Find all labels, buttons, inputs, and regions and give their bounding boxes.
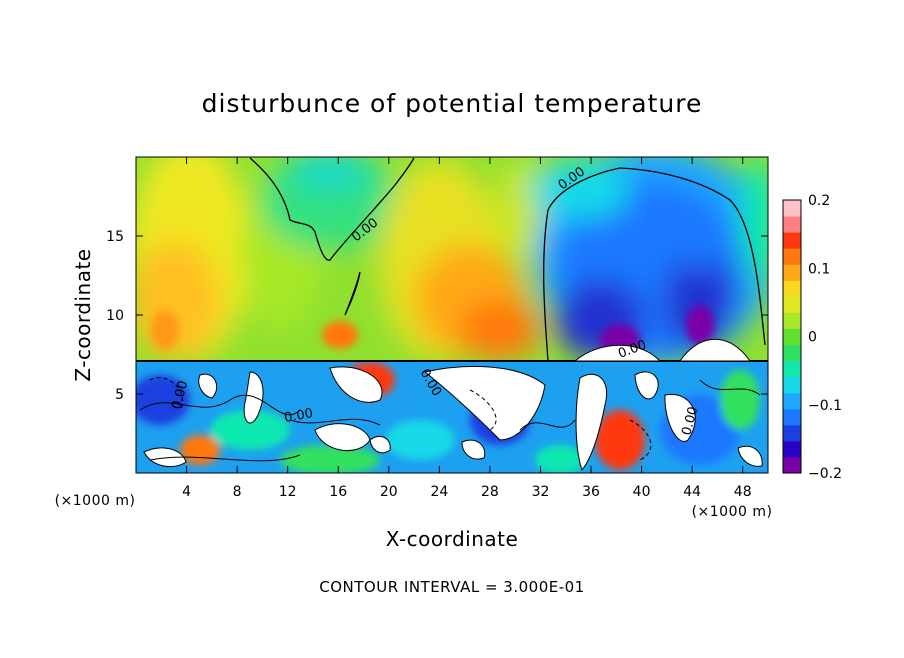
colorbar-segment: [783, 392, 801, 410]
colorbar-tick-label: −0.1: [808, 398, 842, 414]
colorbar-segment: [783, 360, 801, 378]
colorbar-tick-label: 0.2: [808, 193, 830, 209]
colorbar-segment: [783, 376, 801, 394]
x-tick-label: 36: [582, 484, 600, 500]
colorbar-tick-label: 0: [808, 330, 817, 346]
colorbar-segment: [783, 456, 801, 474]
y-tick-label: 10: [106, 308, 124, 324]
x-axis-label: X-coordinate: [386, 527, 519, 551]
colorbar-tick-label: −0.2: [808, 466, 842, 482]
colorbar-segment: [783, 328, 801, 346]
x-tick-label: 4: [182, 484, 191, 500]
x-tick-label: 24: [430, 484, 448, 500]
colorbar-segment: [783, 248, 801, 265]
colorbar-frame: [782, 199, 802, 474]
x-unit-right: (×1000 m): [692, 504, 773, 520]
x-tick-label: 28: [481, 484, 499, 500]
x-tick-label: 32: [532, 484, 550, 500]
colorbar-segment: [783, 216, 801, 233]
colorbar: 0.2 0.1 0 −0.1 −0.2: [783, 193, 842, 482]
y-axis-label: Z-coordinate: [71, 248, 95, 381]
colorbar-segment: [783, 344, 801, 362]
heatmap-field: [135, 156, 769, 474]
colorbar-segment: [783, 296, 801, 313]
x-tick-label: 16: [329, 484, 347, 500]
contour-label: 0.00: [283, 406, 314, 426]
colorbar-segment: [783, 440, 801, 458]
colorbar-segment: [783, 408, 801, 426]
x-tick-label: 8: [233, 484, 242, 500]
colorbar-segment: [783, 264, 801, 281]
colorbar-tick-label: 0.1: [808, 261, 830, 277]
colorbar-segment: [783, 280, 801, 297]
x-tick-label: 40: [633, 484, 651, 500]
x-tick-label: 12: [279, 484, 297, 500]
colorbar-segment: [783, 312, 801, 329]
y-axis: 5 10 15: [106, 229, 768, 403]
contour-label: 0.00: [169, 379, 191, 411]
colorbar-segment: [783, 424, 801, 442]
y-tick-label: 5: [115, 387, 124, 403]
y-tick-label: 15: [106, 229, 124, 245]
contour-interval: CONTOUR INTERVAL = 3.000E-01: [319, 578, 584, 596]
x-tick-label: 48: [734, 484, 752, 500]
colorbar-segment: [783, 200, 801, 217]
chart-title: disturbunce of potential temperature: [202, 89, 703, 118]
x-unit-left: (×1000 m): [55, 493, 136, 509]
x-tick-label: 44: [683, 484, 701, 500]
x-axis: 4 8 12 16 20 24 28 32 36 40 44 48: [182, 157, 752, 500]
contour-label: 0.00: [679, 405, 701, 437]
x-tick-label: 20: [380, 484, 398, 500]
colorbar-segment: [783, 232, 801, 249]
